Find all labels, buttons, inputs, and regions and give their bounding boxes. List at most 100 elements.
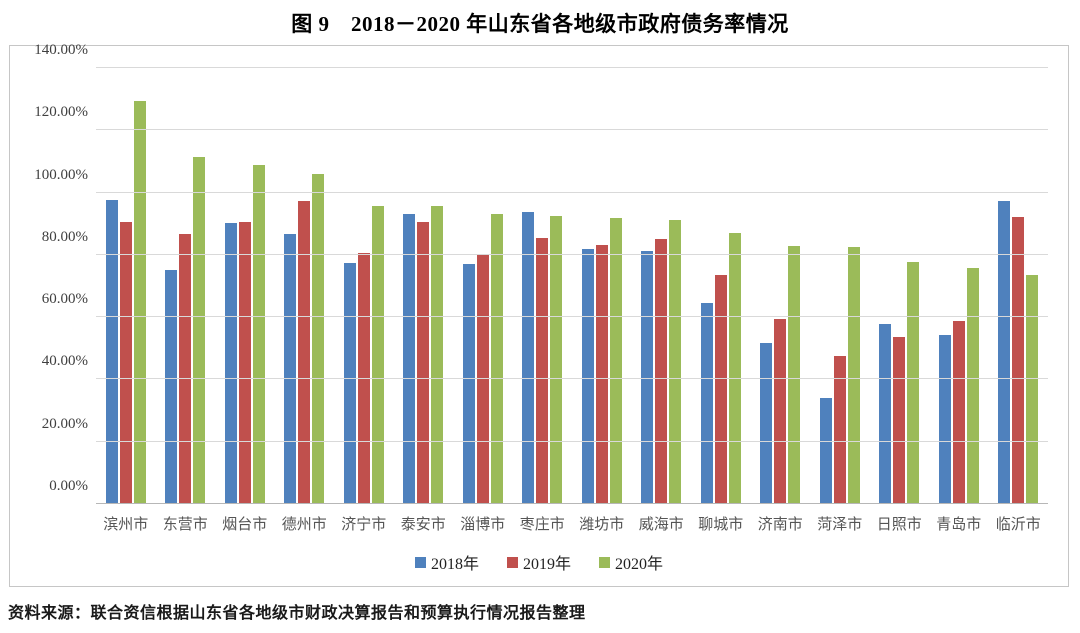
x-axis-label-菏泽市: 菏泽市	[817, 517, 863, 533]
bar-group-日照市: 日照市	[870, 68, 930, 533]
x-axis-label-济宁市: 济宁市	[341, 517, 387, 533]
bar-group-青岛市: 青岛市	[929, 68, 989, 533]
bar-2020年-临沂市	[1026, 274, 1039, 504]
bar-2018年-泰安市	[403, 213, 416, 504]
bar-2019年-潍坊市	[595, 244, 608, 504]
bar-group-泰安市: 泰安市	[394, 68, 454, 533]
bar-2019年-青岛市	[952, 320, 965, 504]
bar-2018年-青岛市	[938, 335, 951, 504]
bar-2018年-淄博市	[462, 263, 475, 504]
bar-group-临沂市: 临沂市	[989, 68, 1049, 533]
bar-groups: 滨州市 东营市 烟台市 德州市 济宁市 泰安市 淄博市 枣庄市 潍坊市 威海市 聊城市 济南市 菏泽市日…	[96, 68, 1049, 533]
legend-label: 2020年	[615, 556, 664, 573]
x-axis-label-淄博市: 淄博市	[460, 517, 506, 533]
x-axis-label-德州市: 德州市	[281, 517, 327, 533]
bar-2018年-聊城市	[700, 303, 713, 504]
bar-2020年-济宁市	[371, 205, 384, 504]
x-axis-label-青岛市: 青岛市	[936, 517, 982, 533]
bar-2018年-济宁市	[343, 263, 356, 504]
bar-2018年-威海市	[641, 250, 654, 504]
bar-2019年-德州市	[298, 200, 311, 504]
gridline-0	[96, 503, 1048, 504]
bar-2018年-临沂市	[998, 201, 1011, 504]
source-note: 资料来源：联合资信根据山东省各地级市财政决算报告和预算执行情况报告整理	[8, 605, 586, 622]
bar-2018年-日照市	[879, 324, 892, 504]
bar-2019年-滨州市	[119, 221, 132, 504]
bar-2018年-东营市	[165, 270, 178, 504]
x-axis-label-临沂市: 临沂市	[995, 517, 1041, 533]
bar-2020年-滨州市	[133, 100, 146, 504]
x-axis-label-聊城市: 聊城市	[698, 517, 744, 533]
legend-swatch-icon	[599, 556, 610, 568]
legend-item-2018年: 2018年	[414, 550, 479, 574]
x-axis-label-滨州市: 滨州市	[103, 517, 149, 533]
legend-label: 2019年	[522, 556, 571, 573]
y-axis-label: 140.00%	[34, 42, 88, 58]
y-axis-label: 80.00%	[41, 228, 88, 245]
bar-group-济南市: 济南市	[751, 68, 811, 533]
y-axis-label: 120.00%	[34, 104, 88, 121]
gridline-100	[96, 191, 1048, 193]
bar-2020年-济南市	[788, 245, 801, 504]
bar-group-德州市: 德州市	[275, 68, 335, 533]
bar-group-淄博市: 淄博市	[453, 68, 513, 533]
bar-2020年-泰安市	[431, 205, 444, 504]
legend-label: 2018年	[430, 556, 479, 573]
bar-group-枣庄市: 枣庄市	[513, 68, 573, 533]
bar-group-菏泽市: 菏泽市	[810, 68, 870, 533]
x-axis-label-枣庄市: 枣庄市	[519, 517, 565, 533]
bar-2019年-日照市	[893, 337, 906, 504]
bar-2018年-德州市	[284, 233, 297, 504]
bar-group-东营市: 东营市	[156, 68, 216, 533]
bar-group-威海市: 威海市	[632, 68, 692, 533]
bar-2020年-青岛市	[966, 268, 979, 504]
bar-2019年-东营市	[179, 234, 192, 504]
y-axis-label: 60.00%	[41, 291, 88, 308]
x-axis-label-泰安市: 泰安市	[400, 517, 446, 533]
chart-title: 图 9 2018－2020 年山东省各地级市政府债务率情况	[291, 12, 789, 36]
y-axis-label: 20.00%	[41, 415, 88, 432]
bar-2019年-临沂市	[1012, 217, 1025, 504]
bar-2020年-东营市	[193, 157, 206, 504]
legend: 2018年 2019年 2020年	[10, 550, 1068, 574]
bar-2019年-枣庄市	[536, 238, 549, 504]
bar-2019年-烟台市	[238, 221, 251, 504]
bar-group-潍坊市: 潍坊市	[572, 68, 632, 533]
bar-2018年-潍坊市	[581, 248, 594, 504]
bar-2018年-滨州市	[105, 200, 118, 504]
bar-2020年-淄博市	[490, 214, 503, 504]
bar-2020年-枣庄市	[550, 215, 563, 504]
bar-group-济宁市: 济宁市	[334, 68, 394, 533]
y-axis-label: 0.00%	[49, 478, 88, 494]
legend-item-2019年: 2019年	[506, 550, 571, 574]
gridline-40	[96, 378, 1048, 380]
gridline-80	[96, 253, 1048, 255]
legend-swatch-icon	[506, 556, 518, 568]
legend-swatch-icon	[414, 556, 426, 568]
bar-2020年-聊城市	[728, 233, 741, 504]
bar-2018年-菏泽市	[819, 398, 832, 504]
bar-2019年-聊城市	[714, 274, 727, 504]
legend-item-2020年: 2020年	[599, 550, 663, 574]
y-axis-label: 100.00%	[34, 166, 88, 183]
bar-2020年-德州市	[312, 173, 325, 504]
bar-2018年-烟台市	[224, 222, 237, 504]
gridline-60	[96, 316, 1048, 318]
bar-2019年-泰安市	[417, 221, 430, 504]
bar-2019年-济南市	[774, 319, 787, 504]
x-axis-label-日照市: 日照市	[876, 517, 922, 533]
chart-container: 滨州市 东营市 烟台市 德州市 济宁市 泰安市 淄博市 枣庄市 潍坊市 威海市 聊城市 济南市 菏泽市日…	[9, 42, 1069, 587]
bar-2020年-潍坊市	[609, 218, 622, 504]
x-axis-label-潍坊市: 潍坊市	[579, 517, 625, 533]
bar-2018年-济南市	[760, 343, 773, 504]
x-axis-label-烟台市: 烟台市	[222, 517, 268, 533]
y-axis-label: 40.00%	[41, 353, 88, 370]
x-axis-label-威海市: 威海市	[638, 517, 684, 533]
bar-2019年-威海市	[655, 238, 668, 504]
bar-2020年-威海市	[669, 219, 682, 504]
bar-2020年-日照市	[907, 261, 920, 504]
bar-group-聊城市: 聊城市	[691, 68, 751, 533]
bar-2020年-烟台市	[252, 165, 265, 504]
gridline-120	[96, 129, 1048, 131]
x-axis-label-东营市: 东营市	[162, 517, 208, 533]
